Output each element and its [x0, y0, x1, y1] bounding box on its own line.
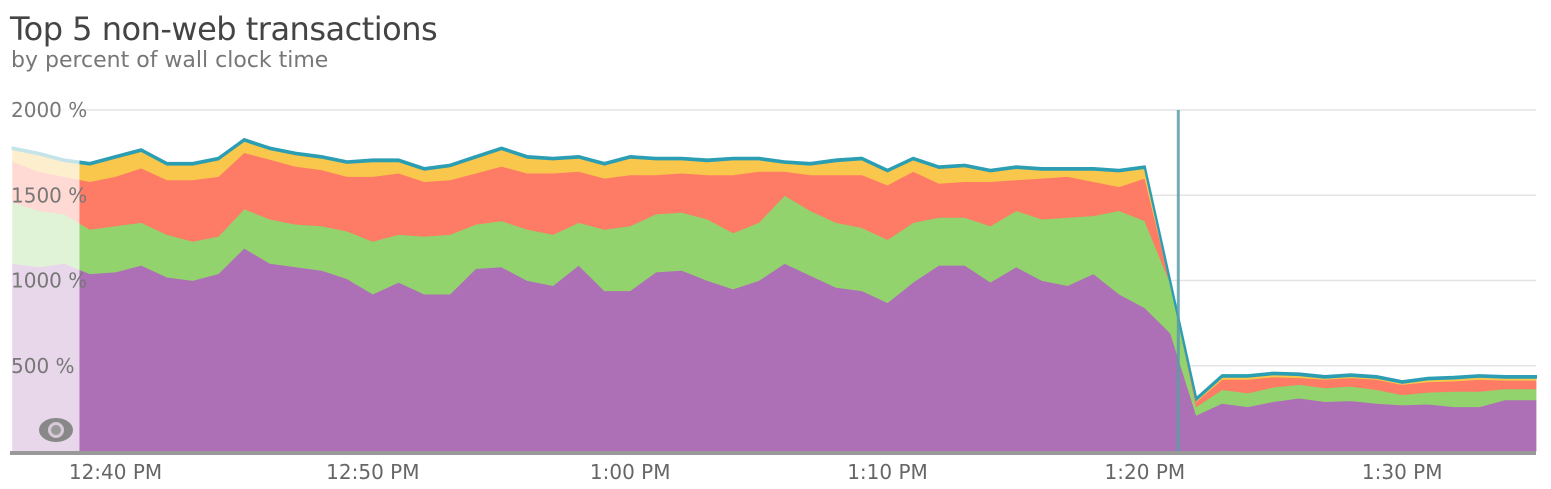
series-area-1: [12, 247, 1537, 452]
chart-title: Top 5 non-web transactions: [10, 10, 438, 48]
series-area-5: [11, 137, 1537, 402]
y-tick-label: 500 %: [11, 354, 75, 378]
x-tick-label: 12:40 PM: [69, 460, 162, 484]
x-tick-label: 1:30 PM: [1362, 460, 1443, 484]
x-tick-label: 1:00 PM: [590, 460, 671, 484]
x-tick-label: 1:20 PM: [1105, 460, 1186, 484]
y-tick-label: 1500 %: [11, 183, 87, 207]
chart-subtitle: by percent of wall clock time: [11, 48, 329, 73]
loading-overlay: [10, 100, 80, 451]
x-tick-label: 12:50 PM: [326, 460, 419, 484]
series-areas: [11, 137, 1537, 452]
y-tick-label: 2000 %: [11, 98, 87, 122]
eye-icon[interactable]: [39, 418, 73, 442]
x-axis-ticks: 12:40 PM 12:50 PM 1:00 PM 1:10 PM 1:20 PM 1:3…: [69, 460, 1443, 484]
y-axis-ticks: 500 % 1000 % 1500 % 2000 %: [11, 98, 87, 378]
x-tick-label: 1:10 PM: [847, 460, 928, 484]
y-tick-label: 1000 %: [11, 269, 87, 293]
